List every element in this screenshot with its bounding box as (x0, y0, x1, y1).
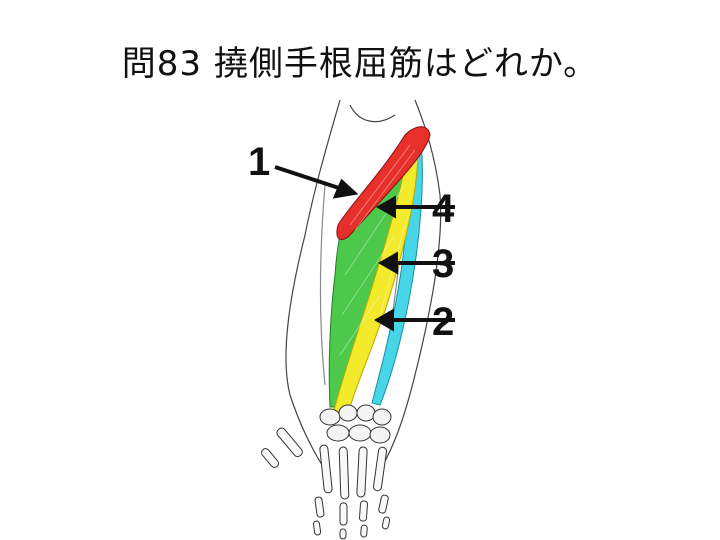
muscle-1-red (336, 126, 431, 241)
hand-bones (261, 427, 391, 540)
question-title: 問83 撓側手根屈筋はどれか。 (121, 44, 599, 84)
forearm-muscle-diagram: 1 2 3 4 (248, 99, 455, 540)
muscle-fibres (339, 144, 416, 356)
label-arrows (274, 165, 455, 332)
label-2: 2 (432, 300, 454, 344)
label-1: 1 (248, 140, 270, 184)
label-3: 3 (432, 242, 454, 286)
wrist-bones (319, 404, 392, 444)
label-4: 4 (432, 187, 455, 231)
